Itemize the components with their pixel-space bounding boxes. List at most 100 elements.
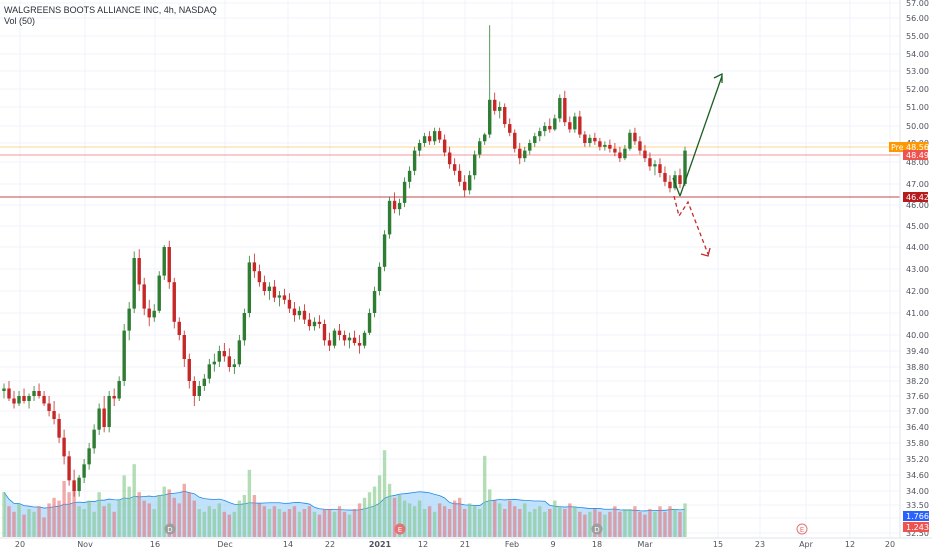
volume-bar	[212, 509, 217, 537]
candle-body	[67, 456, 71, 481]
candle-body	[272, 286, 277, 298]
volume-bar	[267, 509, 272, 537]
candle-body	[367, 313, 372, 333]
volume-bar	[22, 514, 26, 537]
volume-indicator-label[interactable]: Vol (50)	[4, 16, 36, 26]
volume-bar	[493, 500, 497, 537]
candle-body	[27, 396, 31, 401]
price-tick-label: 46.00	[906, 201, 929, 210]
volume-bar	[197, 509, 201, 537]
time-tick-label: 16	[150, 540, 160, 549]
price-tick-label: 55.00	[906, 32, 929, 41]
volume-bars	[2, 450, 687, 537]
candle-body	[237, 340, 242, 365]
volume-bar	[553, 500, 557, 537]
time-tick-label: 18	[592, 540, 602, 549]
volume-bar	[67, 492, 71, 537]
candle-body	[262, 282, 267, 291]
bullish-arrow-head	[713, 72, 723, 83]
volume-bar	[538, 506, 542, 537]
volume-bar	[513, 506, 517, 537]
price-tick-label: 51.00	[906, 103, 929, 112]
volume-bar	[167, 489, 171, 537]
candle-body	[402, 181, 407, 203]
time-tick-label: 12	[418, 540, 428, 549]
volume-bar	[503, 509, 507, 537]
time-tick-label: 23	[755, 540, 765, 549]
candle-body	[137, 258, 141, 285]
bullish-projection-arrow[interactable]	[679, 75, 723, 197]
candle-body	[212, 361, 217, 365]
volume-bar	[377, 475, 382, 537]
volume-bar	[427, 506, 432, 537]
volume-bar	[272, 506, 277, 537]
volume-bar	[442, 506, 447, 537]
candle-body	[337, 330, 342, 335]
time-tick-label: Nov	[77, 540, 93, 549]
candle-body	[92, 429, 96, 449]
candle-body	[182, 335, 186, 359]
candle-body	[37, 391, 41, 396]
volume-bar	[628, 509, 632, 537]
price-tag	[903, 150, 928, 160]
volume-bar	[2, 492, 6, 537]
event-marker-label: D	[167, 526, 172, 534]
price-tick-label: 50.00	[906, 122, 929, 131]
price-axis[interactable]: 57.00 56.00 55.00 54.00 53.00 52.00 51.00 50.00…	[906, 0, 929, 538]
candle-body	[553, 118, 557, 130]
bearish-projection-arrow[interactable]	[673, 195, 709, 255]
candlestick-series	[2, 25, 687, 497]
time-tick-label: 9	[550, 540, 555, 549]
candle-body	[232, 364, 237, 367]
volume-bar	[42, 517, 46, 537]
candle-body	[277, 295, 282, 298]
volume-bar	[518, 509, 522, 537]
time-tick-label: 14	[283, 540, 293, 549]
chart-title: WALGREENS BOOTS ALLIANCE INC, 4h, NASDAQ	[4, 5, 217, 15]
volume-bar	[683, 503, 687, 537]
volume-bar	[247, 469, 252, 537]
volume-bar	[337, 506, 342, 537]
volume-bar	[312, 511, 317, 537]
candle-body	[427, 136, 432, 142]
candle-body	[242, 313, 247, 341]
candle-body	[172, 282, 176, 322]
candle-body	[633, 132, 637, 142]
candle-body	[533, 136, 537, 143]
volume-bar	[533, 509, 537, 537]
candle-body	[472, 154, 477, 176]
volume-bar	[352, 509, 357, 537]
volume-bar	[297, 511, 302, 537]
event-marker	[796, 523, 808, 535]
candle-body	[227, 356, 232, 367]
volume-bar	[372, 486, 377, 537]
price-tick-label: 35.80	[906, 439, 929, 448]
candle-body	[658, 164, 662, 173]
candle-body	[247, 262, 252, 313]
volume-bar	[292, 506, 297, 537]
volume-bar	[528, 511, 532, 537]
candle-body	[322, 324, 327, 341]
volume-bar	[583, 514, 587, 537]
price-tag-label: 48.49	[906, 151, 929, 160]
event-marker-label: E	[800, 526, 804, 534]
candle-body	[157, 275, 161, 311]
volume-tag-label: 1.766M	[906, 512, 932, 521]
volume-bar	[112, 511, 116, 537]
volume-bar	[653, 511, 657, 537]
candle-body	[568, 122, 572, 130]
volume-bar	[678, 511, 682, 537]
candle-body	[117, 381, 121, 399]
candle-body	[152, 310, 156, 318]
volume-bar	[52, 497, 56, 537]
candle-body	[12, 398, 16, 404]
volume-bar	[613, 506, 617, 537]
time-axis[interactable]: 20 Nov 16 Dec 14 22 2021 12 21 Feb 9 18 Mar 15 23 Apr 12…	[15, 540, 895, 549]
candle-body	[217, 351, 222, 362]
candle-body	[483, 134, 487, 142]
candle-body	[543, 126, 547, 132]
price-tick-label: 48.00	[906, 158, 929, 167]
candle-body	[442, 139, 447, 153]
candle-body	[668, 181, 672, 189]
